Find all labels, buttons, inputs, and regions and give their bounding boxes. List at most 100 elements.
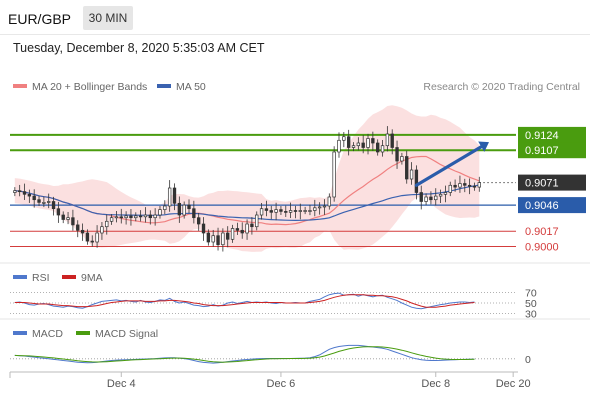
candle-body-34: [177, 202, 182, 216]
candle-body-72: [361, 142, 365, 148]
candle-body-63: [317, 206, 322, 209]
forecast-arrow-shaft: [414, 145, 483, 187]
timeframe-badge[interactable]: 30 MIN: [83, 6, 133, 30]
candle-body-58: [293, 210, 298, 212]
candle-body-80: [400, 156, 404, 162]
candle-body-75: [376, 142, 380, 153]
candle-body-46: [235, 228, 240, 231]
level-label-1: 0.9107: [525, 145, 559, 157]
candle-body-47: [240, 229, 244, 234]
candle-body-7: [47, 201, 51, 203]
candle-body-25: [134, 215, 138, 219]
x-tick-label-1: Dec 6: [267, 378, 296, 390]
candle-body-11: [66, 217, 70, 220]
rsi-series-rsi_ma: [14, 294, 475, 308]
candle-body-85: [424, 196, 428, 202]
candle-body-36: [187, 204, 191, 210]
candle-body-44: [226, 232, 230, 240]
candle-body-24: [129, 215, 133, 219]
candle-body-30: [158, 209, 162, 216]
level-box-2: [518, 174, 586, 191]
price-level-labels: 0.9124 0.9107 0.9071 0.9046 0.9017 0.9000: [518, 126, 586, 254]
candle-body-31: [163, 205, 167, 210]
candle-body-39: [201, 223, 206, 234]
candle-body-57: [288, 210, 293, 213]
candle-body-55: [279, 209, 283, 212]
candle-body-81: [405, 156, 409, 180]
candle-body-50: [255, 214, 259, 228]
legend-swatch-macd: [13, 331, 27, 335]
candle-body-77: [385, 133, 390, 147]
candle-body-13: [76, 224, 80, 231]
candle-body-70: [351, 145, 356, 148]
candle-body-6: [42, 202, 46, 204]
candle-body-2: [22, 191, 27, 195]
level-label-5: 0.9000: [525, 242, 559, 254]
candle-body-59: [298, 210, 302, 212]
level-label-0: 0.9124: [525, 130, 559, 142]
candle-body-61: [308, 210, 312, 212]
candle-body-78: [390, 133, 394, 148]
candle-body-64: [322, 205, 327, 208]
candle-body-56: [284, 211, 288, 213]
candle-body-20: [109, 217, 114, 222]
candle-body-12: [71, 217, 75, 226]
macd-series-macd: [14, 344, 475, 364]
level-box-1: [518, 142, 586, 159]
level-label-4: 0.9017: [525, 226, 559, 238]
legend-ma20: MA 20 + Bollinger Bands: [32, 81, 147, 93]
candle-body-71: [356, 142, 361, 147]
legend-ma50: MA 50: [176, 81, 206, 93]
candle-body-86: [429, 196, 433, 201]
candle-body-0: [13, 190, 17, 193]
header-divider: [0, 34, 590, 35]
candle-body-60: [303, 210, 307, 212]
candle-body-52: [264, 208, 269, 211]
macd-panel: 0: [10, 344, 531, 366]
candle-body-15: [85, 232, 90, 242]
candle-body-33: [172, 187, 177, 204]
rsi-level-label-0: 70: [525, 288, 537, 300]
candle-body-79: [395, 147, 399, 162]
candle-body-89: [443, 192, 448, 195]
candle-body-51: [259, 208, 264, 216]
candle-body-41: [211, 235, 215, 243]
candle-body-76: [380, 145, 385, 153]
candle-body-43: [221, 232, 225, 246]
candle-body-74: [371, 138, 375, 144]
candle-body-49: [250, 223, 254, 228]
candle-body-87: [434, 195, 438, 201]
candle-body-91: [453, 184, 457, 188]
candle-body-65: [327, 196, 331, 207]
candle-body-21: [114, 216, 119, 219]
candle-body-40: [206, 232, 211, 243]
price-levels: [10, 133, 516, 247]
candle-body-94: [467, 184, 472, 187]
x-tick-label-2: Dec 8: [421, 378, 450, 390]
legend-9ma: 9MA: [81, 272, 103, 284]
candle-body-92: [458, 183, 462, 188]
macd-series-macd_signal: [14, 346, 475, 363]
candle-body-17: [95, 232, 99, 243]
candle-body-84: [419, 192, 423, 202]
candle-body-53: [269, 210, 273, 213]
legend-swatch-9ma: [62, 275, 76, 279]
legend-swatch-ma50: [157, 84, 171, 88]
candle-body-3: [27, 193, 32, 197]
candle-body-1: [17, 190, 22, 193]
candle-body-48: [245, 223, 249, 234]
candle-body-54: [274, 209, 278, 213]
candle-body-93: [463, 183, 467, 186]
candle-body-28: [148, 214, 152, 219]
legend-swatch-rsi: [13, 275, 27, 279]
candle-body-88: [438, 193, 443, 197]
candle-body-27: [143, 214, 148, 218]
candle-body-35: [182, 204, 186, 216]
candle-body-22: [119, 216, 123, 219]
candle-body-4: [32, 195, 36, 201]
symbol-label: EUR/GBP: [8, 11, 72, 27]
candle-body-37: [192, 208, 196, 219]
candle-body-32: [167, 187, 172, 207]
